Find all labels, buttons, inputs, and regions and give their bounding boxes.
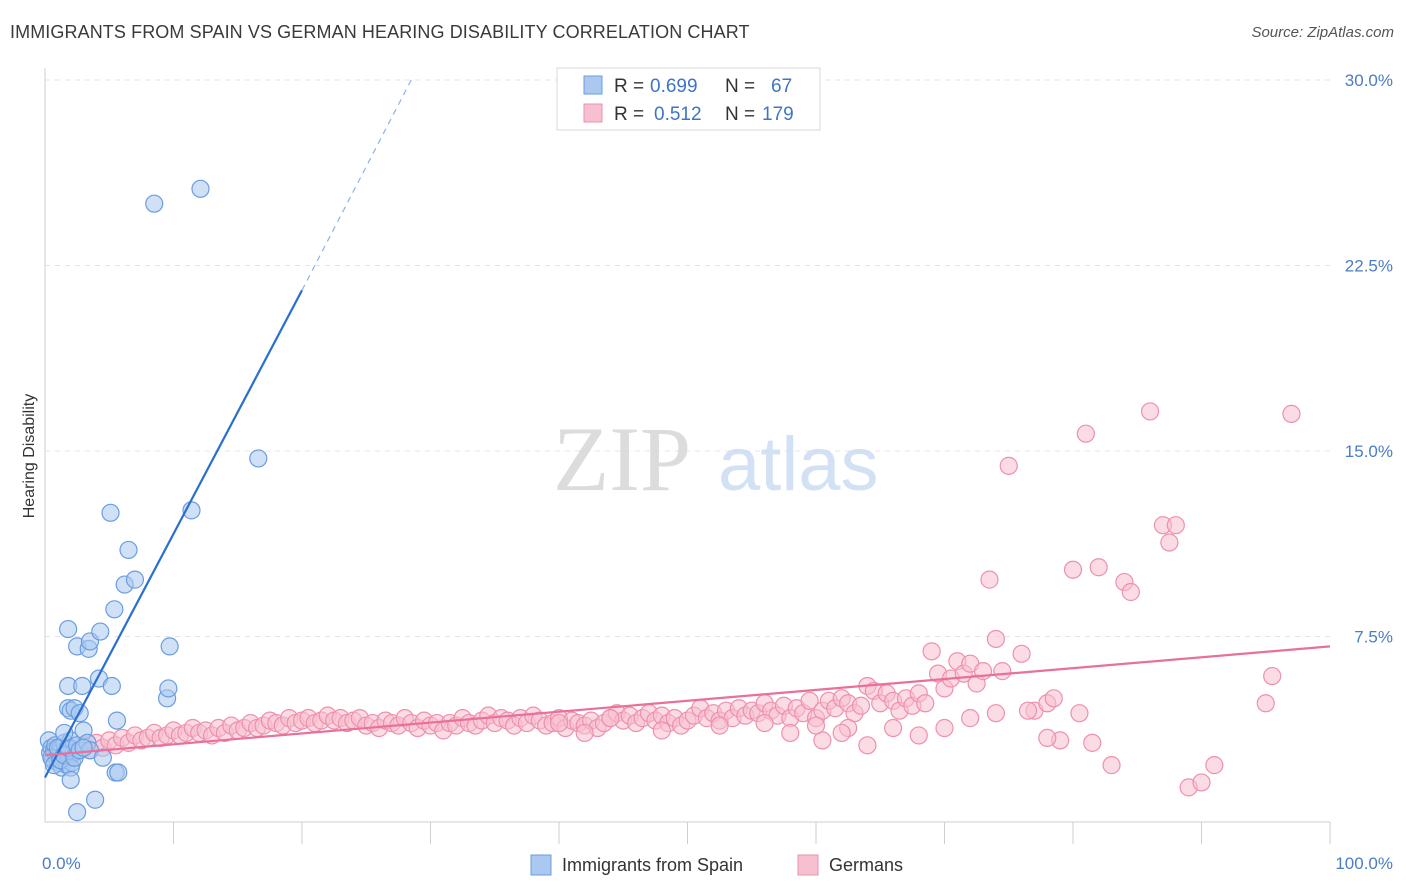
germans-trend-line (44, 645, 1331, 757)
germans-point-144 (986, 629, 1006, 649)
spain-point-52 (125, 570, 145, 589)
spain-trend-extension (301, 79, 412, 291)
germans-point-150 (1044, 689, 1063, 708)
germans-point-178 (575, 723, 594, 743)
germans-point-147 (1012, 644, 1031, 663)
germans-point-183 (883, 718, 903, 738)
spain-point-47 (107, 711, 127, 730)
grid-lines (45, 79, 1330, 637)
germans-point-115 (800, 691, 819, 710)
legend-n-label-spain: N = (725, 76, 755, 97)
spain-point-64 (86, 790, 105, 809)
legend-r-label-spain: R = (614, 76, 644, 97)
germans-point-159 (1160, 533, 1179, 552)
y-tick-label-3: 30.0% (1345, 71, 1393, 90)
germans-point-181 (832, 723, 851, 743)
legend-n-value-spain: 67 (771, 76, 792, 97)
chart-title: IMMIGRANTS FROM SPAIN VS GERMAN HEARING … (10, 22, 750, 42)
bottom-legend-label-spain: Immigrants from Spain (562, 855, 743, 875)
germans-point-154 (1102, 756, 1121, 775)
axis-labels: 7.5% 15.0% 22.5% 30.0% 0.0% 100.0% (42, 71, 1393, 873)
legend-r-value-spain: 0.699 (650, 76, 698, 97)
axes (44, 68, 1331, 844)
germans-point-174 (755, 713, 774, 733)
germans-point-188 (806, 716, 826, 735)
spain-point-61 (191, 179, 210, 198)
legend-r-value-germans: 0.512 (654, 104, 702, 125)
spain-point-66 (109, 763, 128, 782)
germans-point-162 (1192, 773, 1211, 792)
germans-point-182 (858, 736, 877, 755)
legend-box: R = 0.699 N = 67 R = 0.512 N = 179 (556, 67, 821, 131)
germans-point-176 (652, 721, 671, 740)
spain-point-60 (145, 194, 164, 213)
legend-swatch-germans (583, 103, 603, 123)
germans-point-143 (980, 570, 999, 589)
germans-point-133 (916, 694, 935, 713)
bottom-legend-swatch-germans (797, 854, 819, 876)
legend-n-label-germans: N = (725, 104, 755, 125)
y-tick-label-0: 7.5% (1354, 628, 1393, 647)
spain-point-63 (68, 803, 87, 822)
spain-point-62 (61, 770, 80, 790)
germans-point-156 (1121, 582, 1140, 602)
germans-point-175 (710, 716, 729, 735)
x-tick-label-0: 0.0% (42, 854, 81, 873)
spain-point-36 (73, 676, 92, 696)
spain-point-55 (160, 637, 179, 656)
spain-point-57 (159, 679, 178, 698)
spain-point-59 (249, 449, 268, 468)
legend-r-label-germans: R = (614, 104, 644, 125)
germans-point-166 (1282, 404, 1301, 423)
spain-point-53 (119, 540, 138, 560)
germans-point-177 (601, 709, 620, 728)
germans-point-173 (781, 723, 800, 743)
spain-trend-line (44, 289, 303, 778)
germans-point-151 (1063, 560, 1083, 579)
legend-swatch-spain (583, 75, 603, 95)
bottom-legend-label-germans: Germans (829, 855, 903, 875)
germans-point-164 (1256, 694, 1275, 713)
chart-source: Source: ZipAtlas.com (1251, 24, 1394, 41)
germans-point-165 (1263, 666, 1282, 686)
y-tick-label-2: 22.5% (1345, 257, 1393, 276)
germans-point-170 (1018, 701, 1038, 720)
bottom-legend-swatch-spain (530, 854, 552, 876)
spain-point-48 (93, 748, 112, 767)
bottom-legend: Immigrants from Spain Germans (530, 854, 903, 876)
spain-point-43 (59, 619, 78, 639)
germans-point-123 (851, 696, 871, 715)
y-axis-title: Hearing Disability (21, 394, 38, 519)
germans-point-160 (1166, 516, 1185, 535)
spain-point-49 (74, 738, 93, 757)
germans-point-157 (1140, 402, 1160, 421)
germans-point-186 (961, 709, 980, 728)
germans-point-184 (909, 726, 928, 745)
germans-point-145 (993, 662, 1012, 681)
germans-point-163 (1205, 756, 1224, 775)
x-tick-label-1: 100.0% (1335, 854, 1393, 873)
germans-point-169 (1070, 704, 1089, 723)
spain-point-54 (101, 503, 120, 522)
germans-point-185 (935, 718, 954, 738)
spain-point-44 (91, 622, 110, 641)
germans-point-168 (1083, 733, 1102, 752)
germans-point-171 (1038, 728, 1057, 748)
germans-point-187 (986, 704, 1006, 723)
germans-point-153 (1089, 558, 1108, 577)
spain-point-50 (105, 600, 124, 619)
trend-lines (44, 79, 1331, 778)
germans-point-134 (922, 642, 941, 661)
germans-point-179 (549, 713, 569, 733)
germans-point-152 (1076, 424, 1095, 443)
legend-n-value-germans: 179 (762, 104, 794, 125)
watermark-zip: ZIP (553, 408, 691, 510)
y-tick-label-1: 15.0% (1345, 442, 1393, 461)
spain-point-46 (102, 676, 121, 696)
germans-point-146 (999, 456, 1018, 475)
watermark-atlas: atlas (718, 422, 879, 507)
